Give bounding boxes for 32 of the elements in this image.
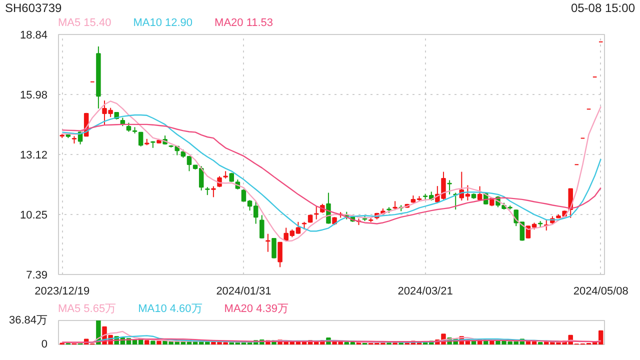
y-tick-label: 15.98 [20, 89, 48, 102]
series-label: MA10 4.60万 [138, 303, 202, 315]
candlestick [392, 200, 398, 211]
candlestick [272, 238, 276, 259]
text: MA20 11.53 [214, 17, 274, 29]
y-tick-label: 10.25 [20, 210, 48, 222]
text: MA5 15.40 [58, 17, 112, 29]
x-tick-label: 2024/01/31 [216, 286, 272, 298]
y-tick-label: 7.39 [26, 270, 48, 282]
candlestick [326, 192, 331, 224]
chart-title: SH603739 [5, 1, 62, 15]
candlestick [477, 186, 482, 201]
y-tick-label: 36.84万 [8, 314, 48, 326]
text: MA20 4.39万 [224, 303, 288, 315]
y-tick-label: 0 [41, 338, 48, 350]
bar [150, 340, 156, 344]
chart-subtitle: 05-08 15:00 [570, 1, 635, 15]
candlestick [314, 206, 319, 220]
candlestick [138, 131, 144, 147]
candlestick [126, 122, 132, 132]
x-tick-label: 2023/12/19 [34, 286, 90, 298]
series-label: MA5 5.65万 [58, 303, 116, 315]
x-tick-label: 2024/05/08 [573, 286, 628, 298]
y-tick-label: 18.84 [20, 30, 48, 42]
bar [144, 340, 150, 344]
candlestick [211, 186, 216, 198]
candlestick [278, 242, 282, 268]
candlestick [260, 214, 264, 239]
bar [156, 340, 162, 344]
text: MA10 12.90 [133, 17, 193, 29]
y-tick-label: 13.12 [20, 149, 48, 162]
x-tick-label: 2024/03/21 [398, 286, 453, 298]
